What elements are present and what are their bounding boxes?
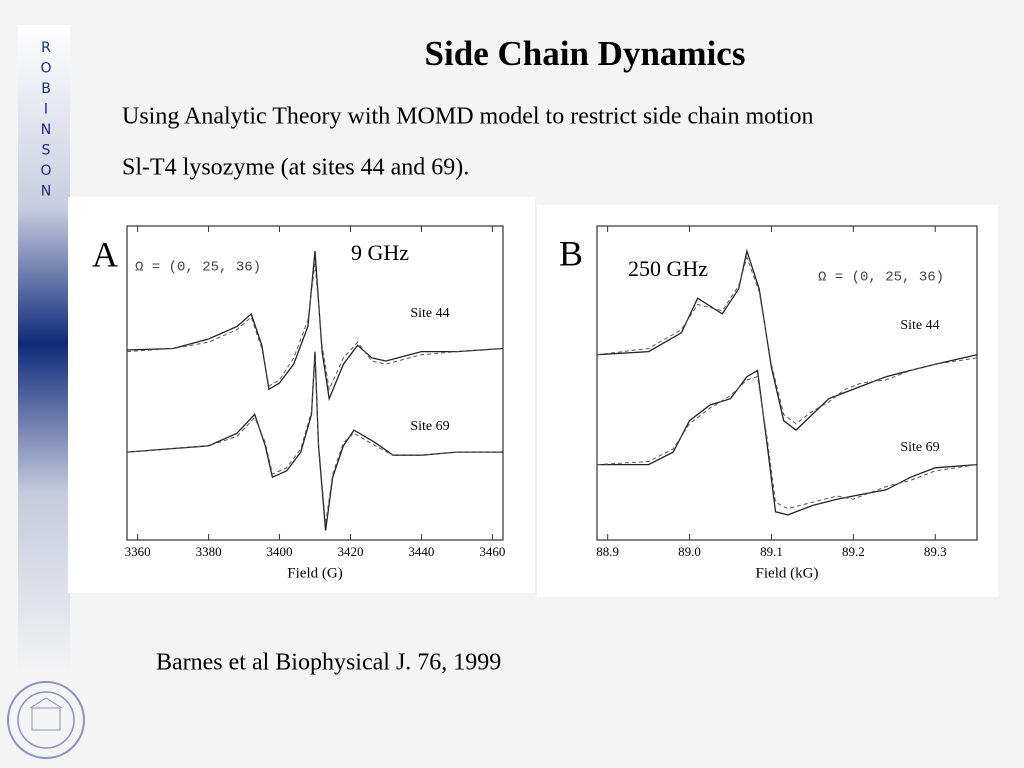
x-tick-label: 3380 bbox=[196, 544, 222, 559]
panel-label: B bbox=[559, 233, 583, 273]
spectrum-line bbox=[596, 255, 978, 425]
frequency-label: 9 GHz bbox=[351, 240, 409, 265]
spectrum-line bbox=[597, 369, 978, 516]
site-label: Site 69 bbox=[900, 440, 939, 455]
slide-title: Side Chain Dynamics bbox=[425, 34, 746, 73]
x-tick-label: 3360 bbox=[125, 544, 151, 559]
x-axis-label: Field (kG) bbox=[756, 565, 819, 581]
x-tick-label: 3440 bbox=[408, 544, 434, 559]
frequency-label: 250 GHz bbox=[628, 256, 708, 281]
spectrum-line bbox=[126, 351, 503, 531]
panel-label: A bbox=[92, 234, 118, 274]
side-letter: S bbox=[42, 143, 51, 159]
x-axis-label: Field (G) bbox=[287, 565, 342, 581]
side-letter: R bbox=[41, 40, 51, 56]
x-tick-label: 89.3 bbox=[924, 544, 947, 559]
spectrum-line bbox=[126, 263, 504, 392]
model-annotation: Ω = (0, 25, 36) bbox=[135, 260, 261, 276]
citation: Barnes et al Biophysical J. 76, 1999 bbox=[156, 650, 501, 676]
side-letter: N bbox=[41, 184, 51, 200]
x-tick-label: 89.0 bbox=[678, 544, 701, 559]
x-tick-label: 3420 bbox=[337, 544, 363, 559]
plot-frame bbox=[126, 225, 504, 541]
body-line: Sl-T4 lysozyme (at sites 44 and 69). bbox=[122, 155, 469, 181]
site-label: Site 44 bbox=[900, 318, 939, 333]
spectrum-line bbox=[596, 248, 978, 431]
seal bbox=[7, 681, 85, 759]
body-line: Using Analytic Theory with MOMD model to… bbox=[122, 104, 813, 130]
spectrum-line bbox=[596, 376, 978, 510]
x-tick-label: 89.1 bbox=[760, 544, 783, 559]
x-tick-label: 89.2 bbox=[842, 544, 865, 559]
figure-panel bbox=[68, 197, 535, 593]
side-letter: O bbox=[40, 163, 51, 179]
x-tick-label: 88.9 bbox=[596, 544, 619, 559]
side-letter: N bbox=[41, 122, 51, 138]
x-tick-label: 3460 bbox=[479, 544, 505, 559]
site-label: Site 69 bbox=[410, 419, 449, 434]
x-tick-label: 3400 bbox=[267, 544, 293, 559]
site-label: Site 44 bbox=[410, 306, 449, 321]
spectrum-line bbox=[126, 251, 504, 402]
plot-frame bbox=[596, 225, 978, 541]
side-bar bbox=[18, 25, 70, 675]
side-letter: O bbox=[40, 61, 51, 77]
model-annotation: Ω = (0, 25, 36) bbox=[818, 270, 944, 286]
spectrum-line bbox=[126, 357, 503, 525]
side-letter: B bbox=[41, 81, 51, 97]
figure-panel bbox=[537, 205, 998, 597]
side-letter: I bbox=[44, 102, 48, 118]
